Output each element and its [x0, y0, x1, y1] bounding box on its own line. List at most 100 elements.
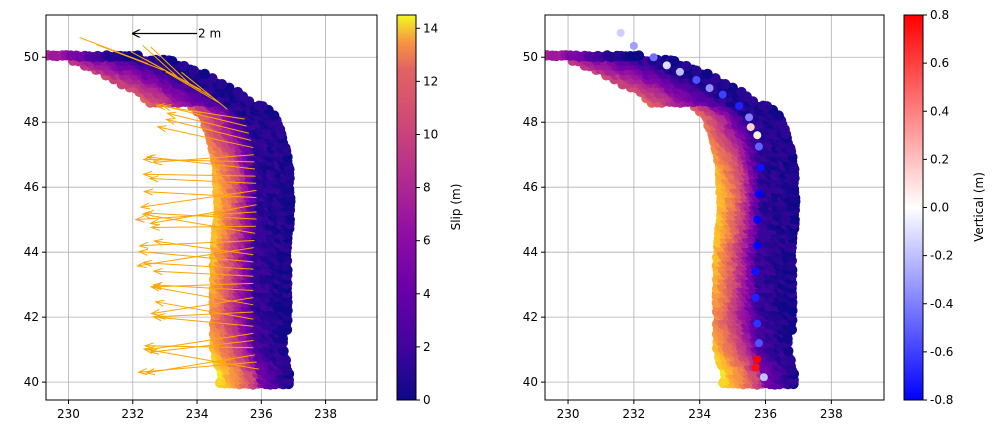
vertical-colorbar-tick-label: 0.2 — [930, 152, 949, 166]
slip-vector-head — [149, 223, 161, 231]
slip-vector — [144, 191, 257, 199]
vertical-coastal-point — [753, 355, 762, 364]
slip-vector — [157, 126, 254, 149]
slip-vector — [153, 154, 254, 163]
vertical-panel-xtick-label: 234 — [688, 407, 711, 421]
vertical-coastal-point — [746, 123, 755, 132]
slip-point — [188, 65, 200, 76]
slip-vector-head — [143, 209, 154, 218]
slip-colorbar: 0 2 4 6 8 10 12 14 Slip (m) — [396, 14, 463, 407]
vertical-point — [691, 65, 702, 76]
slip-vector-head — [166, 111, 177, 119]
slip-colorbar-tick-label: 6 — [423, 234, 431, 248]
slip-panel-xtick-label: 238 — [314, 407, 337, 421]
vertical-coastal-point — [705, 84, 714, 93]
slip-colorbar-tick-label: 0 — [423, 393, 431, 407]
slip-vector-head — [151, 158, 163, 166]
slip-point — [167, 55, 178, 67]
vertical-panel-ytick-label: 42 — [523, 310, 538, 324]
slip-vector-head — [139, 202, 151, 210]
vertical-coastal-point — [629, 41, 638, 50]
vertical-panel-ticks: 230 232 234 236 238 40 42 44 46 48 50 — [523, 50, 843, 421]
vertical-point — [710, 73, 721, 84]
vertical-panel-ytick-label: 50 — [523, 50, 538, 64]
slip-point — [207, 73, 218, 84]
vertical-coastal-point — [675, 67, 684, 76]
slip-vector — [143, 262, 254, 270]
vertical-coastal-point — [754, 142, 763, 151]
vertical-coastal-point — [753, 215, 762, 224]
vertical-coastal-point — [649, 53, 658, 62]
slip-vector — [152, 282, 254, 288]
slip-vector-head — [161, 104, 172, 112]
slip-colorbar-gradient — [397, 15, 416, 400]
vertical-panel-frame — [544, 14, 885, 401]
vertical-colorbar: -0.8 -0.6 -0.4 -0.2 0.0 0.2 0.4 0.6 0.8 Vertical… — [903, 8, 986, 407]
vertical-point — [669, 55, 680, 67]
slip-vector — [151, 225, 256, 228]
slip-vector-head — [137, 368, 148, 376]
slip-panel-xtick-label: 232 — [121, 407, 144, 421]
vertical-coastal-point — [756, 163, 765, 172]
slip-vector — [156, 104, 245, 120]
vertical-panel-xtick-label: 230 — [557, 407, 580, 421]
slip-vector — [137, 247, 254, 267]
slip-vector-head — [156, 125, 167, 133]
vertical-panel-xtick-label: 236 — [754, 407, 777, 421]
slip-vector-head — [137, 248, 149, 256]
slip-colorbar-tick-label: 14 — [423, 21, 438, 35]
slip-colorbar-tick-label: 10 — [423, 127, 438, 141]
slip-vector — [79, 37, 149, 65]
vertical-point — [702, 68, 713, 80]
slip-vector-head — [134, 215, 145, 223]
slip-panel-ytick-label: 46 — [24, 180, 39, 194]
slip-panel-ytick-label: 42 — [24, 310, 39, 324]
vertical-colorbar-tick-label: 0.0 — [930, 201, 949, 215]
vertical-colorbar-gradient — [904, 15, 923, 400]
slip-vector-head — [152, 267, 163, 276]
slip-vector — [139, 239, 255, 247]
vertical-colorbar-tick-label: 0.6 — [930, 56, 949, 70]
slip-colorbar-tick-label: 8 — [423, 181, 431, 195]
slip-vector — [142, 45, 178, 78]
vertical-coastal-point — [751, 293, 760, 302]
vertical-panel-ytick-label: 44 — [523, 245, 538, 259]
slip-vector — [145, 212, 257, 220]
slip-vector-head — [152, 281, 163, 289]
slip-point — [216, 79, 228, 90]
slip-vector — [150, 204, 257, 224]
slip-vector — [151, 286, 254, 306]
vertical-colorbar-tick-label: -0.6 — [930, 345, 953, 359]
vertical-coastal-point — [753, 241, 762, 250]
slip-vector — [153, 270, 254, 277]
slip-colorbar-label: Slip (m) — [449, 184, 463, 231]
vertical-coastal-points — [616, 28, 768, 382]
slip-vector-head — [155, 103, 166, 111]
slip-vector-head — [149, 218, 160, 226]
slip-panel-ytick-label: 44 — [24, 245, 39, 259]
slip-vector — [149, 178, 257, 184]
slip-vector-head — [153, 238, 164, 246]
vertical-panel-xtick-label: 232 — [622, 407, 645, 421]
slip-vector — [142, 213, 256, 234]
vertical-scatter — [545, 50, 801, 390]
slip-colorbar-frame — [396, 14, 417, 401]
slip-vector — [130, 51, 202, 91]
vertical-panel: 230 232 234 236 238 40 42 44 46 48 50 — [523, 14, 885, 421]
vertical-coastal-point — [718, 90, 727, 99]
slip-colorbar-tick-label: 12 — [423, 74, 438, 88]
vertical-coastal-point — [753, 131, 762, 140]
slip-vector — [153, 316, 254, 327]
vertical-coastal-point — [616, 28, 625, 37]
slip-vector — [181, 71, 228, 110]
slip-panel: 2 m 230 232 234 236 238 40 42 44 46 48 50 — [24, 14, 378, 421]
slip-point — [178, 60, 190, 72]
vertical-colorbar-label: Vertical (m) — [972, 172, 986, 242]
slip-vector — [150, 340, 254, 353]
vertical-coastal-point — [759, 373, 768, 382]
slip-vectors — [79, 37, 259, 376]
scale-arrow: 2 m — [133, 27, 221, 41]
vertical-point — [761, 101, 773, 112]
slip-vector — [143, 158, 255, 163]
